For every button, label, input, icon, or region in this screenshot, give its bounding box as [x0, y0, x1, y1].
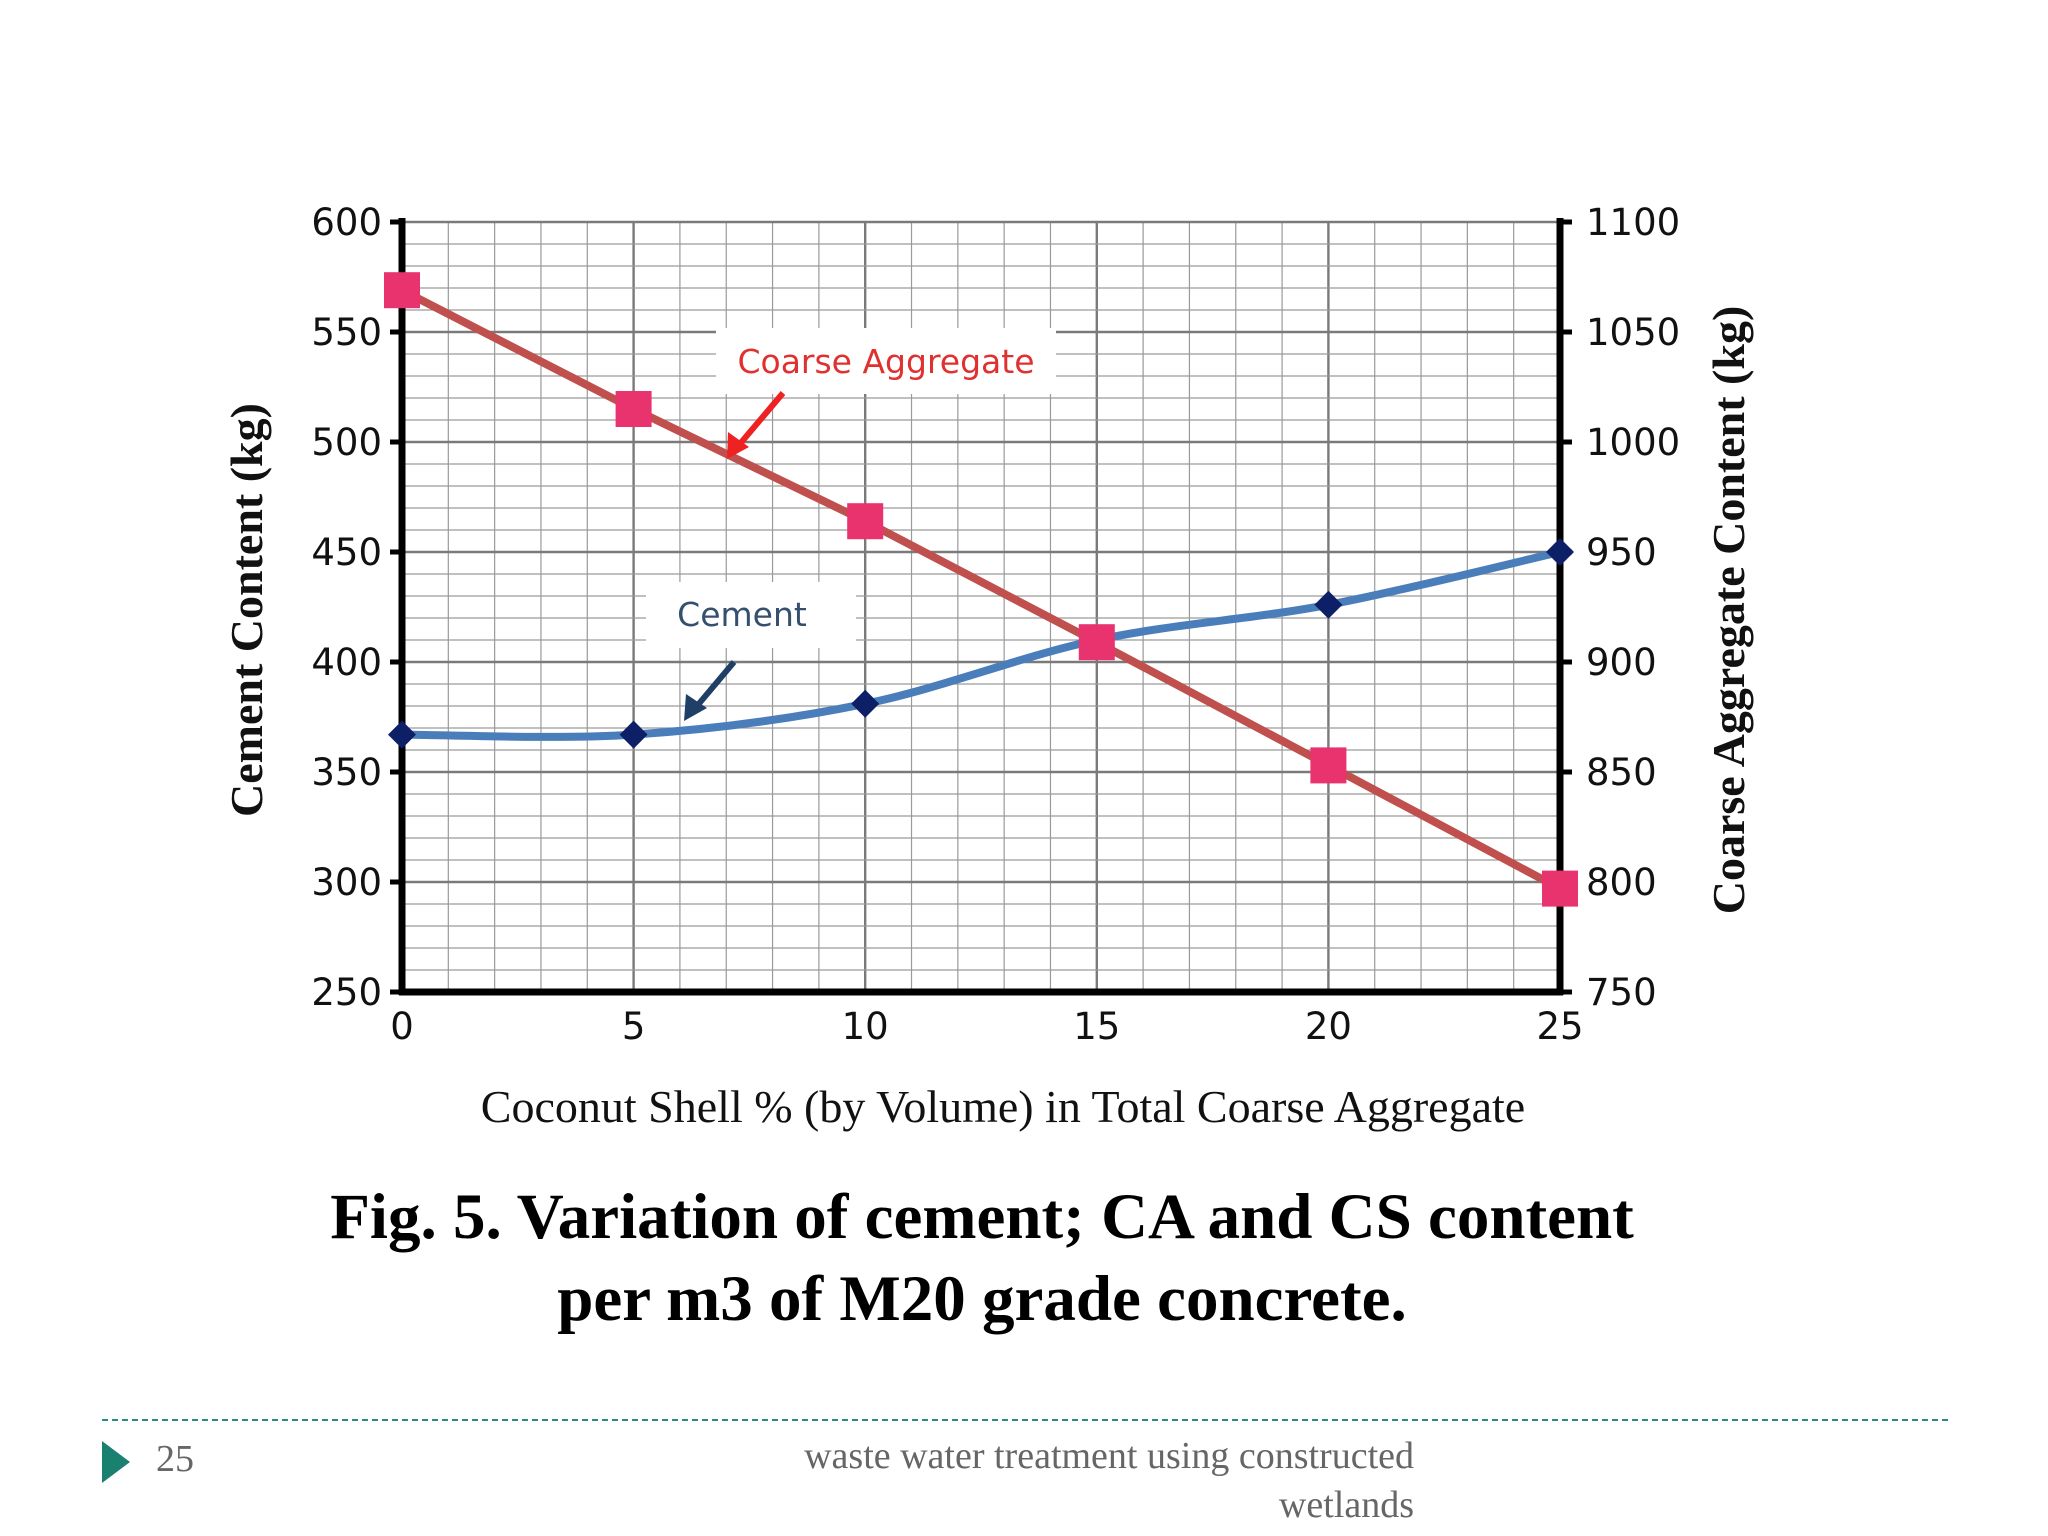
x-tick-label: 10	[842, 1005, 889, 1048]
data-point-cement	[619, 720, 648, 749]
y-left-tick-label: 500	[311, 421, 382, 464]
y-right-axis-title: Coarse Aggregate Content (kg)	[1703, 306, 1754, 915]
y-left-tick-label: 550	[311, 311, 382, 354]
callout-arrowhead-cement	[684, 694, 707, 721]
footer-title-line-2: wetlands	[1278, 1484, 1414, 1526]
y-left-tick-label: 250	[311, 971, 382, 1014]
play-arrow-icon	[102, 1441, 130, 1483]
y-right-tick-label: 1050	[1586, 311, 1680, 354]
callout-arrow-cement	[694, 660, 737, 708]
callout-label-coarse-aggregate: Coarse Aggregate	[737, 342, 1034, 381]
data-point-cement	[1314, 590, 1343, 619]
figure-caption-line-2: per m3 of M20 grade concrete.	[557, 1263, 1407, 1335]
callout-arrow-coarse-aggregate	[736, 391, 786, 447]
y-left-tick-label: 300	[311, 861, 382, 904]
x-axis-title: Coconut Shell % (by Volume) in Total Coa…	[481, 1081, 1525, 1132]
callout-box-coarse-aggregate	[716, 328, 1056, 394]
y-left-tick-label: 350	[311, 751, 382, 794]
y-left-tick-label: 600	[311, 201, 382, 244]
tick-labels: 6005505004504003503002501100105010009509…	[311, 201, 1680, 1048]
y-right-tick-label: 1000	[1586, 421, 1680, 464]
data-point-coarse-aggregate	[1542, 870, 1578, 907]
footer-title: waste water treatment using constructed …	[700, 1432, 1414, 1530]
data-point-cement	[1546, 538, 1574, 566]
y-right-tick-label: 800	[1586, 861, 1657, 904]
callout-label-cement: Cement	[677, 595, 807, 634]
x-tick-label: 25	[1536, 1005, 1583, 1048]
y-right-tick-label: 950	[1586, 531, 1657, 574]
y-right-tick-label: 900	[1586, 641, 1657, 684]
y-left-axis-title: Cement Content (kg)	[221, 403, 272, 817]
data-point-coarse-aggregate	[1078, 624, 1115, 661]
x-tick-label: 20	[1305, 1005, 1352, 1048]
y-right-tick-label: 1100	[1586, 201, 1680, 244]
y-right-tick-label: 850	[1586, 751, 1657, 794]
page-number: 25	[156, 1438, 194, 1480]
figure-caption-line-1: Fig. 5. Variation of cement; CA and CS c…	[330, 1181, 1634, 1253]
x-tick-label: 15	[1073, 1005, 1120, 1048]
callouts: Coarse Aggregate Cement	[646, 328, 1056, 721]
callout-box-cement	[646, 582, 856, 648]
y-right-tick-label: 750	[1586, 971, 1657, 1014]
y-left-tick-label: 400	[311, 641, 382, 684]
data-point-cement	[388, 720, 416, 749]
footer-title-line-1: waste water treatment using constructed	[804, 1435, 1414, 1477]
data-point-cement	[851, 689, 880, 718]
series	[384, 272, 1578, 907]
x-tick-label: 0	[390, 1005, 414, 1048]
footer-divider	[102, 1419, 1948, 1421]
data-point-coarse-aggregate	[384, 272, 420, 309]
callout-arrowhead-coarse-aggregate	[727, 432, 749, 459]
x-tick-label: 5	[622, 1005, 646, 1048]
axes	[390, 218, 1572, 996]
series-line-coarse-aggregate	[398, 286, 1564, 893]
data-point-coarse-aggregate	[847, 503, 884, 540]
data-point-coarse-aggregate	[615, 391, 652, 427]
data-point-coarse-aggregate	[1310, 747, 1347, 784]
y-left-tick-label: 450	[311, 531, 382, 574]
series-line-cement	[398, 548, 1564, 741]
